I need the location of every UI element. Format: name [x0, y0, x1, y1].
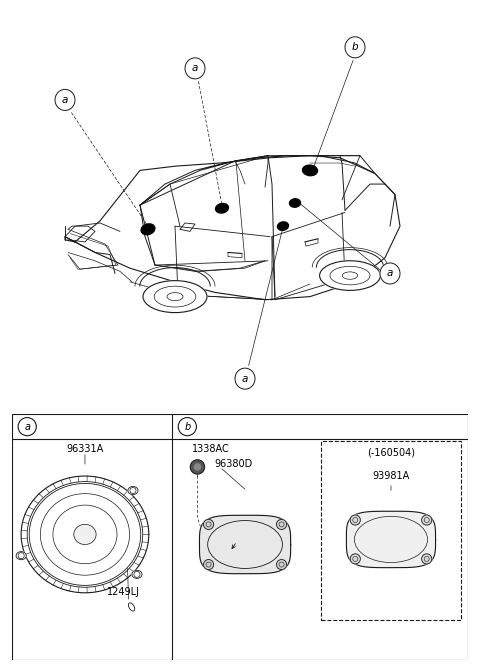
Ellipse shape	[216, 203, 228, 213]
Circle shape	[235, 368, 255, 389]
Text: a: a	[387, 269, 393, 278]
Circle shape	[421, 554, 432, 564]
Ellipse shape	[289, 199, 300, 207]
Ellipse shape	[320, 261, 381, 290]
Circle shape	[350, 515, 360, 525]
Text: 1338AC: 1338AC	[192, 444, 230, 454]
Ellipse shape	[29, 484, 141, 586]
Text: a: a	[192, 63, 198, 73]
Circle shape	[276, 520, 287, 530]
Circle shape	[345, 37, 365, 58]
Text: b: b	[184, 422, 191, 432]
Ellipse shape	[74, 524, 96, 544]
Ellipse shape	[132, 570, 142, 578]
Ellipse shape	[141, 224, 155, 235]
Circle shape	[421, 515, 432, 525]
Circle shape	[178, 418, 196, 436]
Ellipse shape	[129, 603, 135, 611]
Circle shape	[204, 560, 214, 570]
Circle shape	[18, 418, 36, 436]
Polygon shape	[200, 516, 291, 574]
Circle shape	[185, 58, 205, 79]
Circle shape	[350, 554, 360, 564]
Text: 1249LJ: 1249LJ	[107, 587, 140, 597]
Text: 96380D: 96380D	[215, 459, 253, 469]
Text: a: a	[62, 95, 68, 105]
Ellipse shape	[128, 486, 138, 494]
Text: 93981A: 93981A	[372, 471, 409, 481]
Bar	[321, 441, 461, 620]
Text: a: a	[24, 422, 30, 432]
Polygon shape	[347, 511, 435, 568]
Ellipse shape	[302, 165, 317, 175]
Circle shape	[55, 89, 75, 111]
Ellipse shape	[143, 281, 207, 313]
Text: a: a	[242, 374, 248, 384]
Circle shape	[276, 560, 287, 570]
Circle shape	[194, 464, 201, 470]
Ellipse shape	[16, 552, 26, 560]
Circle shape	[204, 520, 214, 530]
Ellipse shape	[277, 222, 288, 230]
Text: 96331A: 96331A	[66, 444, 104, 454]
Circle shape	[380, 263, 400, 284]
Text: (-160504): (-160504)	[367, 448, 415, 458]
Text: b: b	[352, 42, 358, 52]
Circle shape	[191, 460, 204, 474]
